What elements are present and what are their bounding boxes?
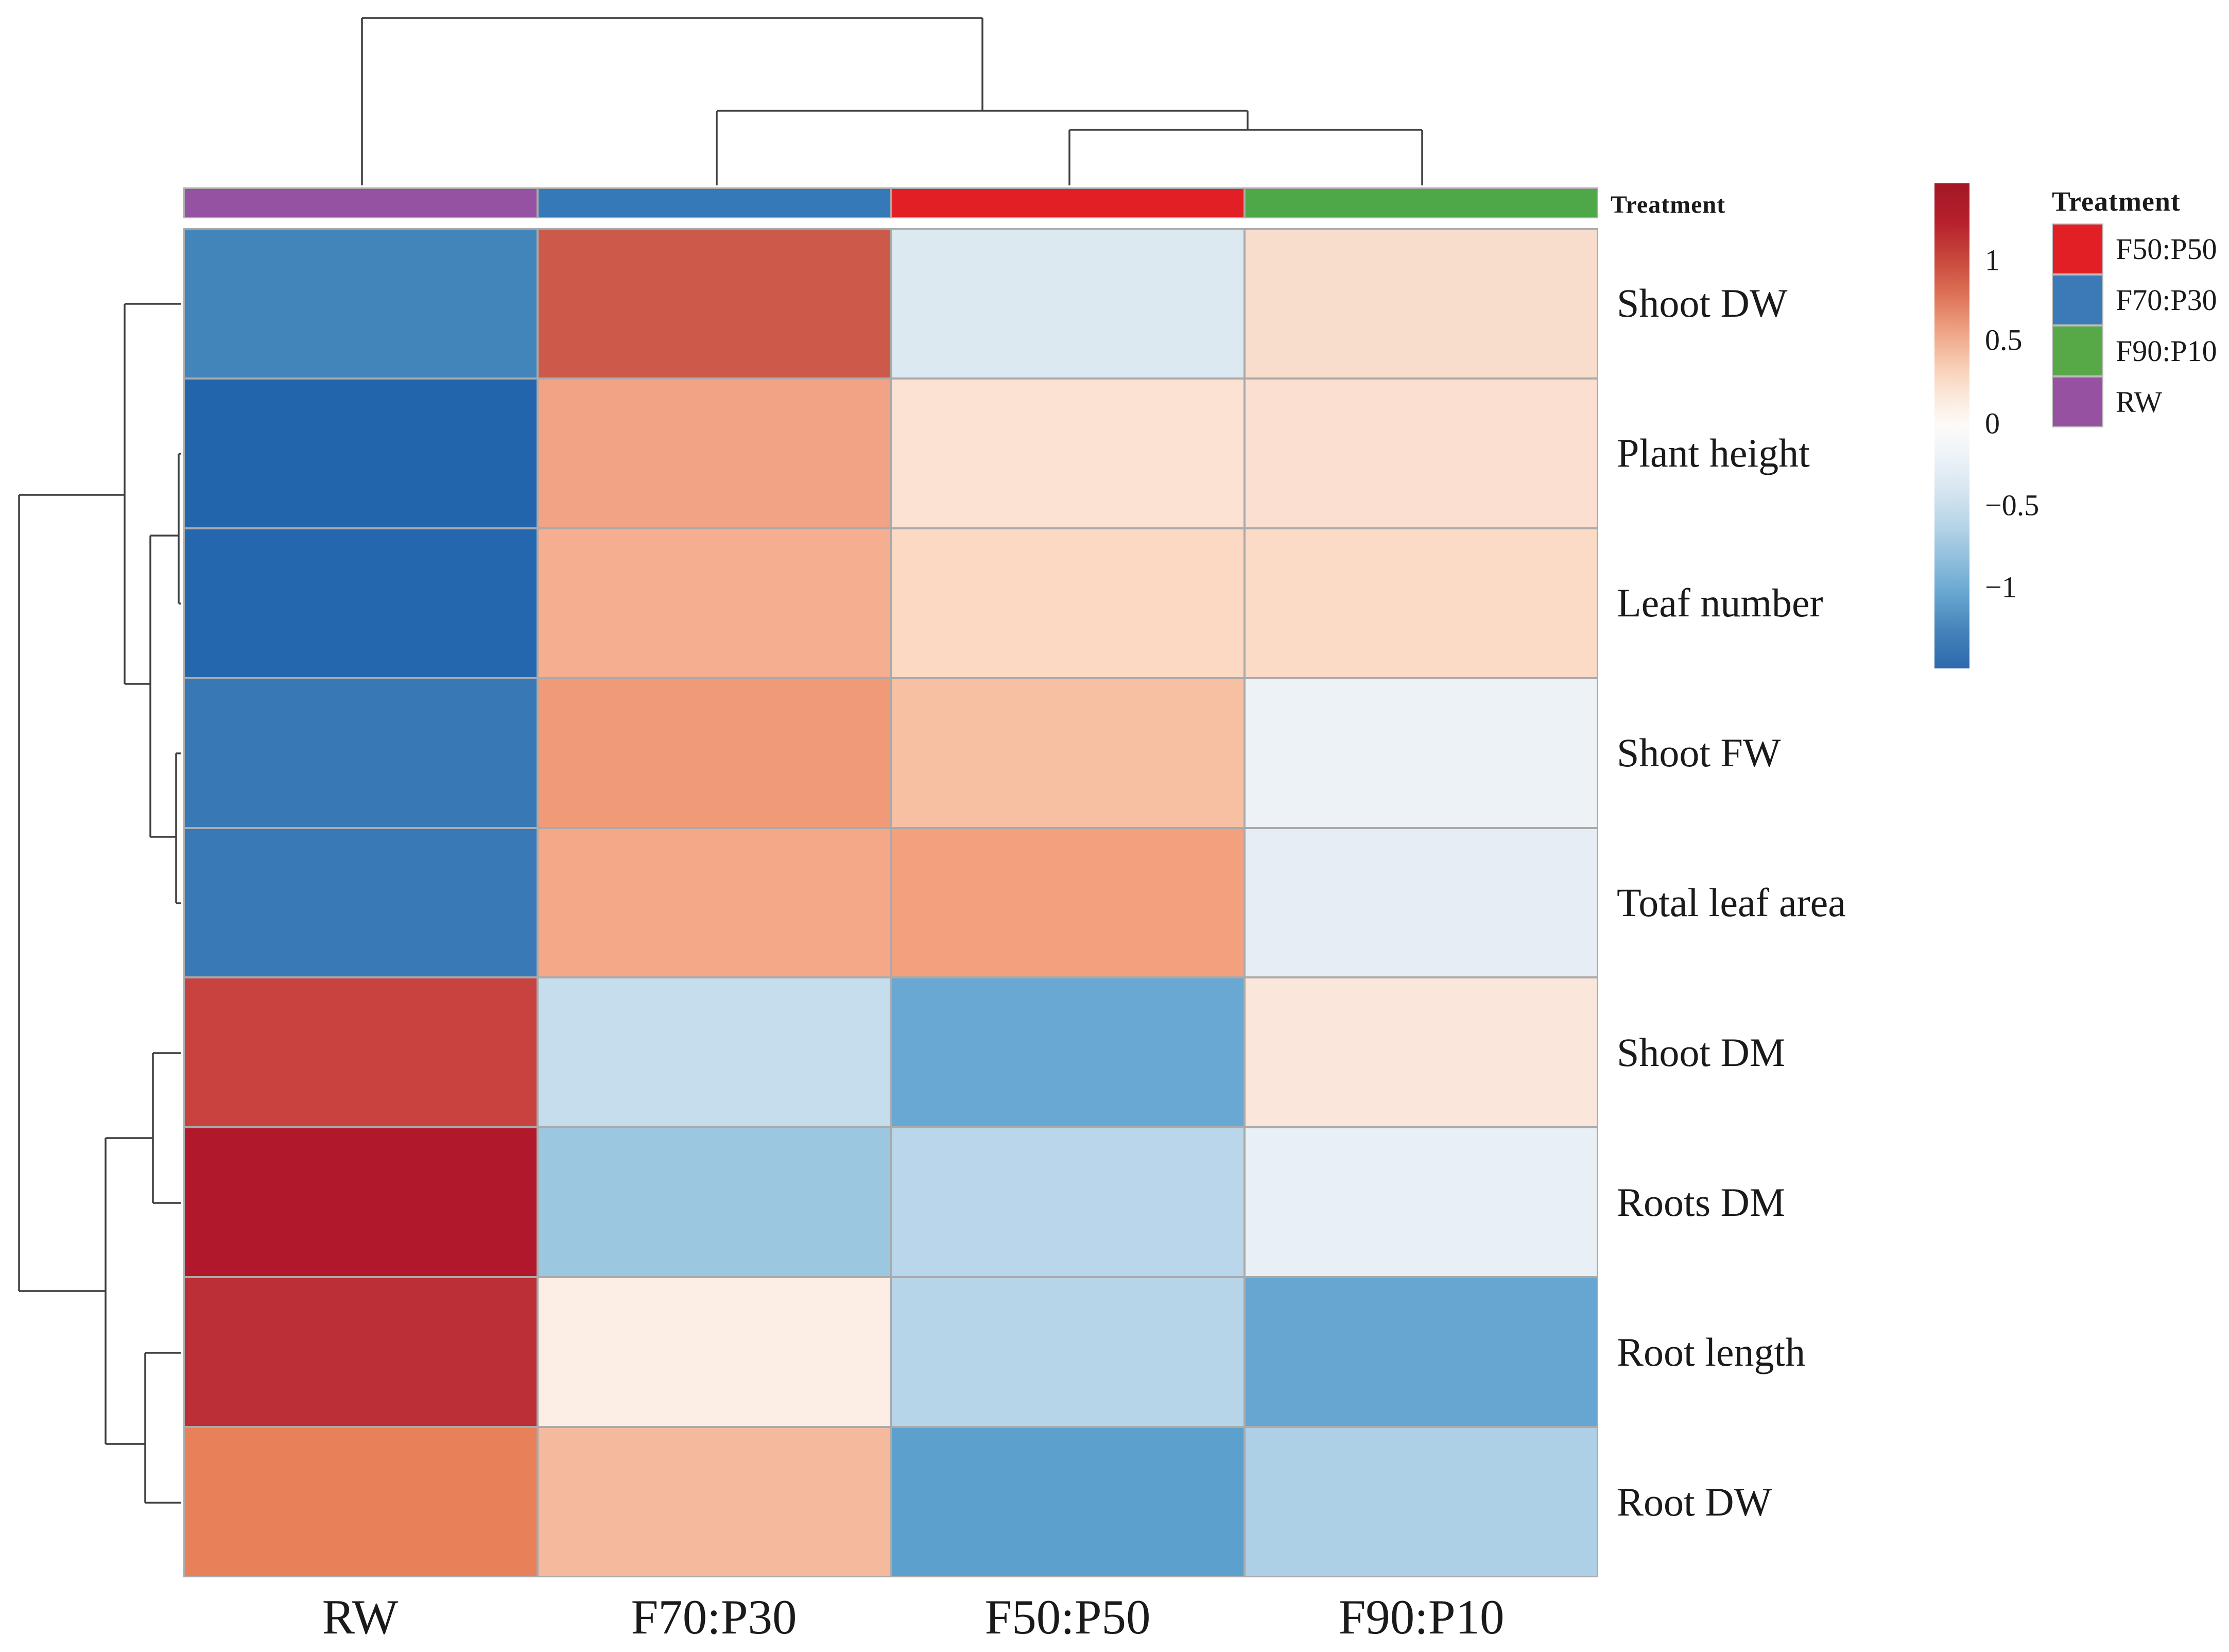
legend-label-F50:P50: F50:P50	[2116, 232, 2217, 266]
row-label-Plant-height: Plant height	[1617, 430, 1810, 475]
heatmap-cell-Shoot-FW-RW	[185, 679, 537, 827]
colorbar-tick-0.5: 0.5	[1985, 323, 2023, 357]
heatmap-cell-Leaf-number-F70:P30	[538, 529, 890, 677]
heatmap-cell-Shoot-DM-F90:P10	[1245, 978, 1597, 1127]
heatmap-cell-Roots-DM-RW	[185, 1128, 537, 1277]
row-dendrogram	[18, 303, 181, 1504]
heatmap-cell-Shoot-FW-F50:P50	[892, 679, 1243, 827]
annotation-segment-RW	[185, 189, 537, 217]
heatmap-cell-Shoot-FW-F70:P30	[538, 679, 890, 827]
colorbar-tick-1: 1	[1985, 243, 2000, 277]
row-label-Root-DW: Root DW	[1617, 1479, 1772, 1525]
heatmap-cell-Root-length-F50:P50	[892, 1278, 1243, 1426]
heatmap-cell-Total-leaf-area-F70:P30	[538, 829, 890, 977]
row-label-Shoot-FW: Shoot FW	[1617, 730, 1781, 775]
legend-swatch-F50:P50	[2052, 223, 2103, 274]
heatmap-cell-Total-leaf-area-RW	[185, 829, 537, 977]
annotation-segment-F90:P10	[1245, 189, 1597, 217]
heatmap-cell-Plant-height-F50:P50	[892, 379, 1243, 527]
colorbar-tick-−0.5: −0.5	[1985, 488, 2040, 522]
heatmap-cell-Shoot-DM-RW	[185, 978, 537, 1127]
legend-item-RW: RW	[2052, 376, 2217, 427]
heatmap-cell-Roots-DM-F50:P50	[892, 1128, 1243, 1277]
legend-item-F70:P30: F70:P30	[2052, 274, 2217, 325]
heatmap-cell-Root-length-F70:P30	[538, 1278, 890, 1426]
legend-item-F90:P10: F90:P10	[2052, 325, 2217, 376]
heatmap-cell-Root-DW-F50:P50	[892, 1428, 1243, 1576]
colorbar-tick-0: 0	[1985, 406, 2000, 440]
legend-label-RW: RW	[2116, 385, 2163, 419]
heatmap-cell-Plant-height-F70:P30	[538, 379, 890, 527]
legend-title: Treatment	[2052, 186, 2181, 217]
legend-swatch-RW	[2052, 376, 2103, 427]
column-label-F70:P30: F70:P30	[631, 1590, 797, 1644]
heatmap-cell-Root-DW-F90:P10	[1245, 1428, 1597, 1576]
heatmap-cell-Shoot-DW-F50:P50	[892, 230, 1243, 377]
heatmap-cell-Shoot-DM-F50:P50	[892, 978, 1243, 1127]
row-label-Root-length: Root length	[1617, 1330, 1806, 1375]
heatmap-cell-Plant-height-F90:P10	[1245, 379, 1597, 527]
heatmap-cell-Total-leaf-area-F50:P50	[892, 829, 1243, 977]
treatment-legend: F50:P50 F70:P30 F90:P10 RW	[2052, 223, 2217, 427]
annotation-segment-F50:P50	[892, 189, 1243, 217]
heatmap-cell-Leaf-number-F50:P50	[892, 529, 1243, 677]
heatmap-cell-Shoot-DW-F90:P10	[1245, 230, 1597, 377]
heatmap-cell-Shoot-FW-F90:P10	[1245, 679, 1597, 827]
colorbar	[1934, 183, 1969, 668]
row-label-Leaf-number: Leaf number	[1617, 580, 1823, 625]
row-label-Roots-DM: Roots DM	[1617, 1180, 1786, 1225]
heatmap-cell-Leaf-number-RW	[185, 529, 537, 677]
row-label-Total-leaf-area: Total leaf area	[1617, 880, 1846, 925]
legend-swatch-F70:P30	[2052, 274, 2103, 325]
heatmap-cell-Root-DW-RW	[185, 1428, 537, 1576]
heatmap-grid	[183, 228, 1598, 1577]
legend-item-F50:P50: F50:P50	[2052, 223, 2217, 274]
column-label-F50:P50: F50:P50	[984, 1590, 1151, 1644]
colorbar-tick-−1: −1	[1985, 570, 2017, 604]
column-label-F90:P10: F90:P10	[1338, 1590, 1505, 1644]
legend-swatch-F90:P10	[2052, 325, 2103, 376]
heatmap-cell-Root-length-RW	[185, 1278, 537, 1426]
row-label-Shoot-DW: Shoot DW	[1617, 280, 1788, 325]
heatmap-cell-Root-length-F90:P10	[1245, 1278, 1597, 1426]
column-label-RW: RW	[322, 1590, 399, 1644]
heatmap-cell-Root-DW-F70:P30	[538, 1428, 890, 1576]
row-label-Shoot-DM: Shoot DM	[1617, 1030, 1786, 1075]
legend-label-F90:P10: F90:P10	[2116, 334, 2217, 368]
heatmap-cell-Shoot-DM-F70:P30	[538, 978, 890, 1127]
annotation-segment-F70:P30	[538, 189, 890, 217]
heatmap-cell-Plant-height-RW	[185, 379, 537, 527]
treatment-annotation-bar	[183, 187, 1598, 218]
heatmap-cell-Roots-DM-F70:P30	[538, 1128, 890, 1277]
legend-label-F70:P30: F70:P30	[2116, 283, 2217, 317]
heatmap-cell-Leaf-number-F90:P10	[1245, 529, 1597, 677]
heatmap-cell-Shoot-DW-RW	[185, 230, 537, 377]
heatmap-cell-Total-leaf-area-F90:P10	[1245, 829, 1597, 977]
heatmap-cell-Shoot-DW-F70:P30	[538, 230, 890, 377]
heatmap-cell-Roots-DM-F90:P10	[1245, 1128, 1597, 1277]
column-dendrogram	[361, 17, 1423, 185]
treatment-annotation-label: Treatment	[1611, 191, 1726, 218]
